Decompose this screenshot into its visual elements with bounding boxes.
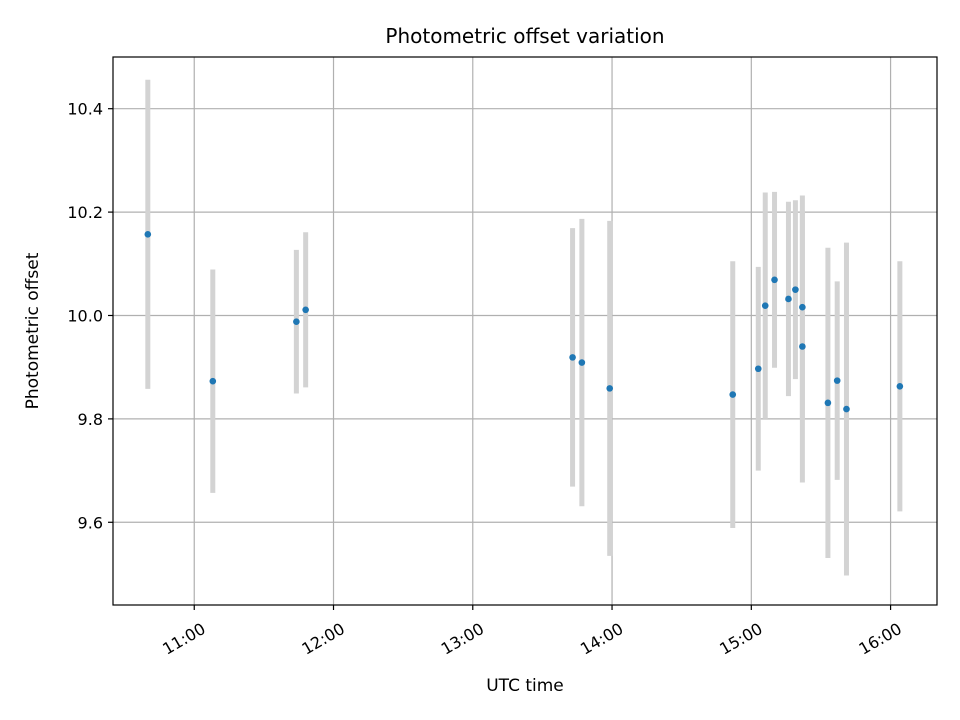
data-point [761, 302, 769, 309]
y-tick-label: 10.0 [67, 306, 103, 325]
y-tick-label: 9.6 [78, 513, 103, 532]
data-point [302, 306, 309, 314]
data-point [209, 377, 217, 385]
data-point [824, 399, 832, 407]
chart-title: Photometric offset variation [385, 24, 664, 48]
data-point [799, 343, 806, 350]
y-axis-label: Photometric offset [23, 252, 43, 409]
data-point [606, 385, 614, 392]
y-tick-label: 9.8 [78, 410, 103, 429]
data-point [792, 286, 799, 293]
data-point [729, 391, 737, 398]
data-point [144, 231, 152, 238]
data-point [785, 295, 792, 303]
data-point [833, 377, 841, 384]
data-point [896, 383, 904, 390]
data-point [754, 365, 762, 373]
grid [113, 57, 937, 605]
data-point [799, 303, 806, 311]
y-tick-label: 10.4 [67, 100, 103, 119]
plot-area-frame [112, 56, 938, 606]
data-point [578, 359, 586, 366]
data-point [843, 405, 850, 413]
data-points [144, 231, 904, 413]
x-axis-label: UTC time [486, 676, 564, 696]
data-point [293, 318, 300, 325]
data-point [771, 276, 778, 284]
y-tick-label: 10.2 [67, 203, 103, 222]
data-point [569, 354, 576, 361]
